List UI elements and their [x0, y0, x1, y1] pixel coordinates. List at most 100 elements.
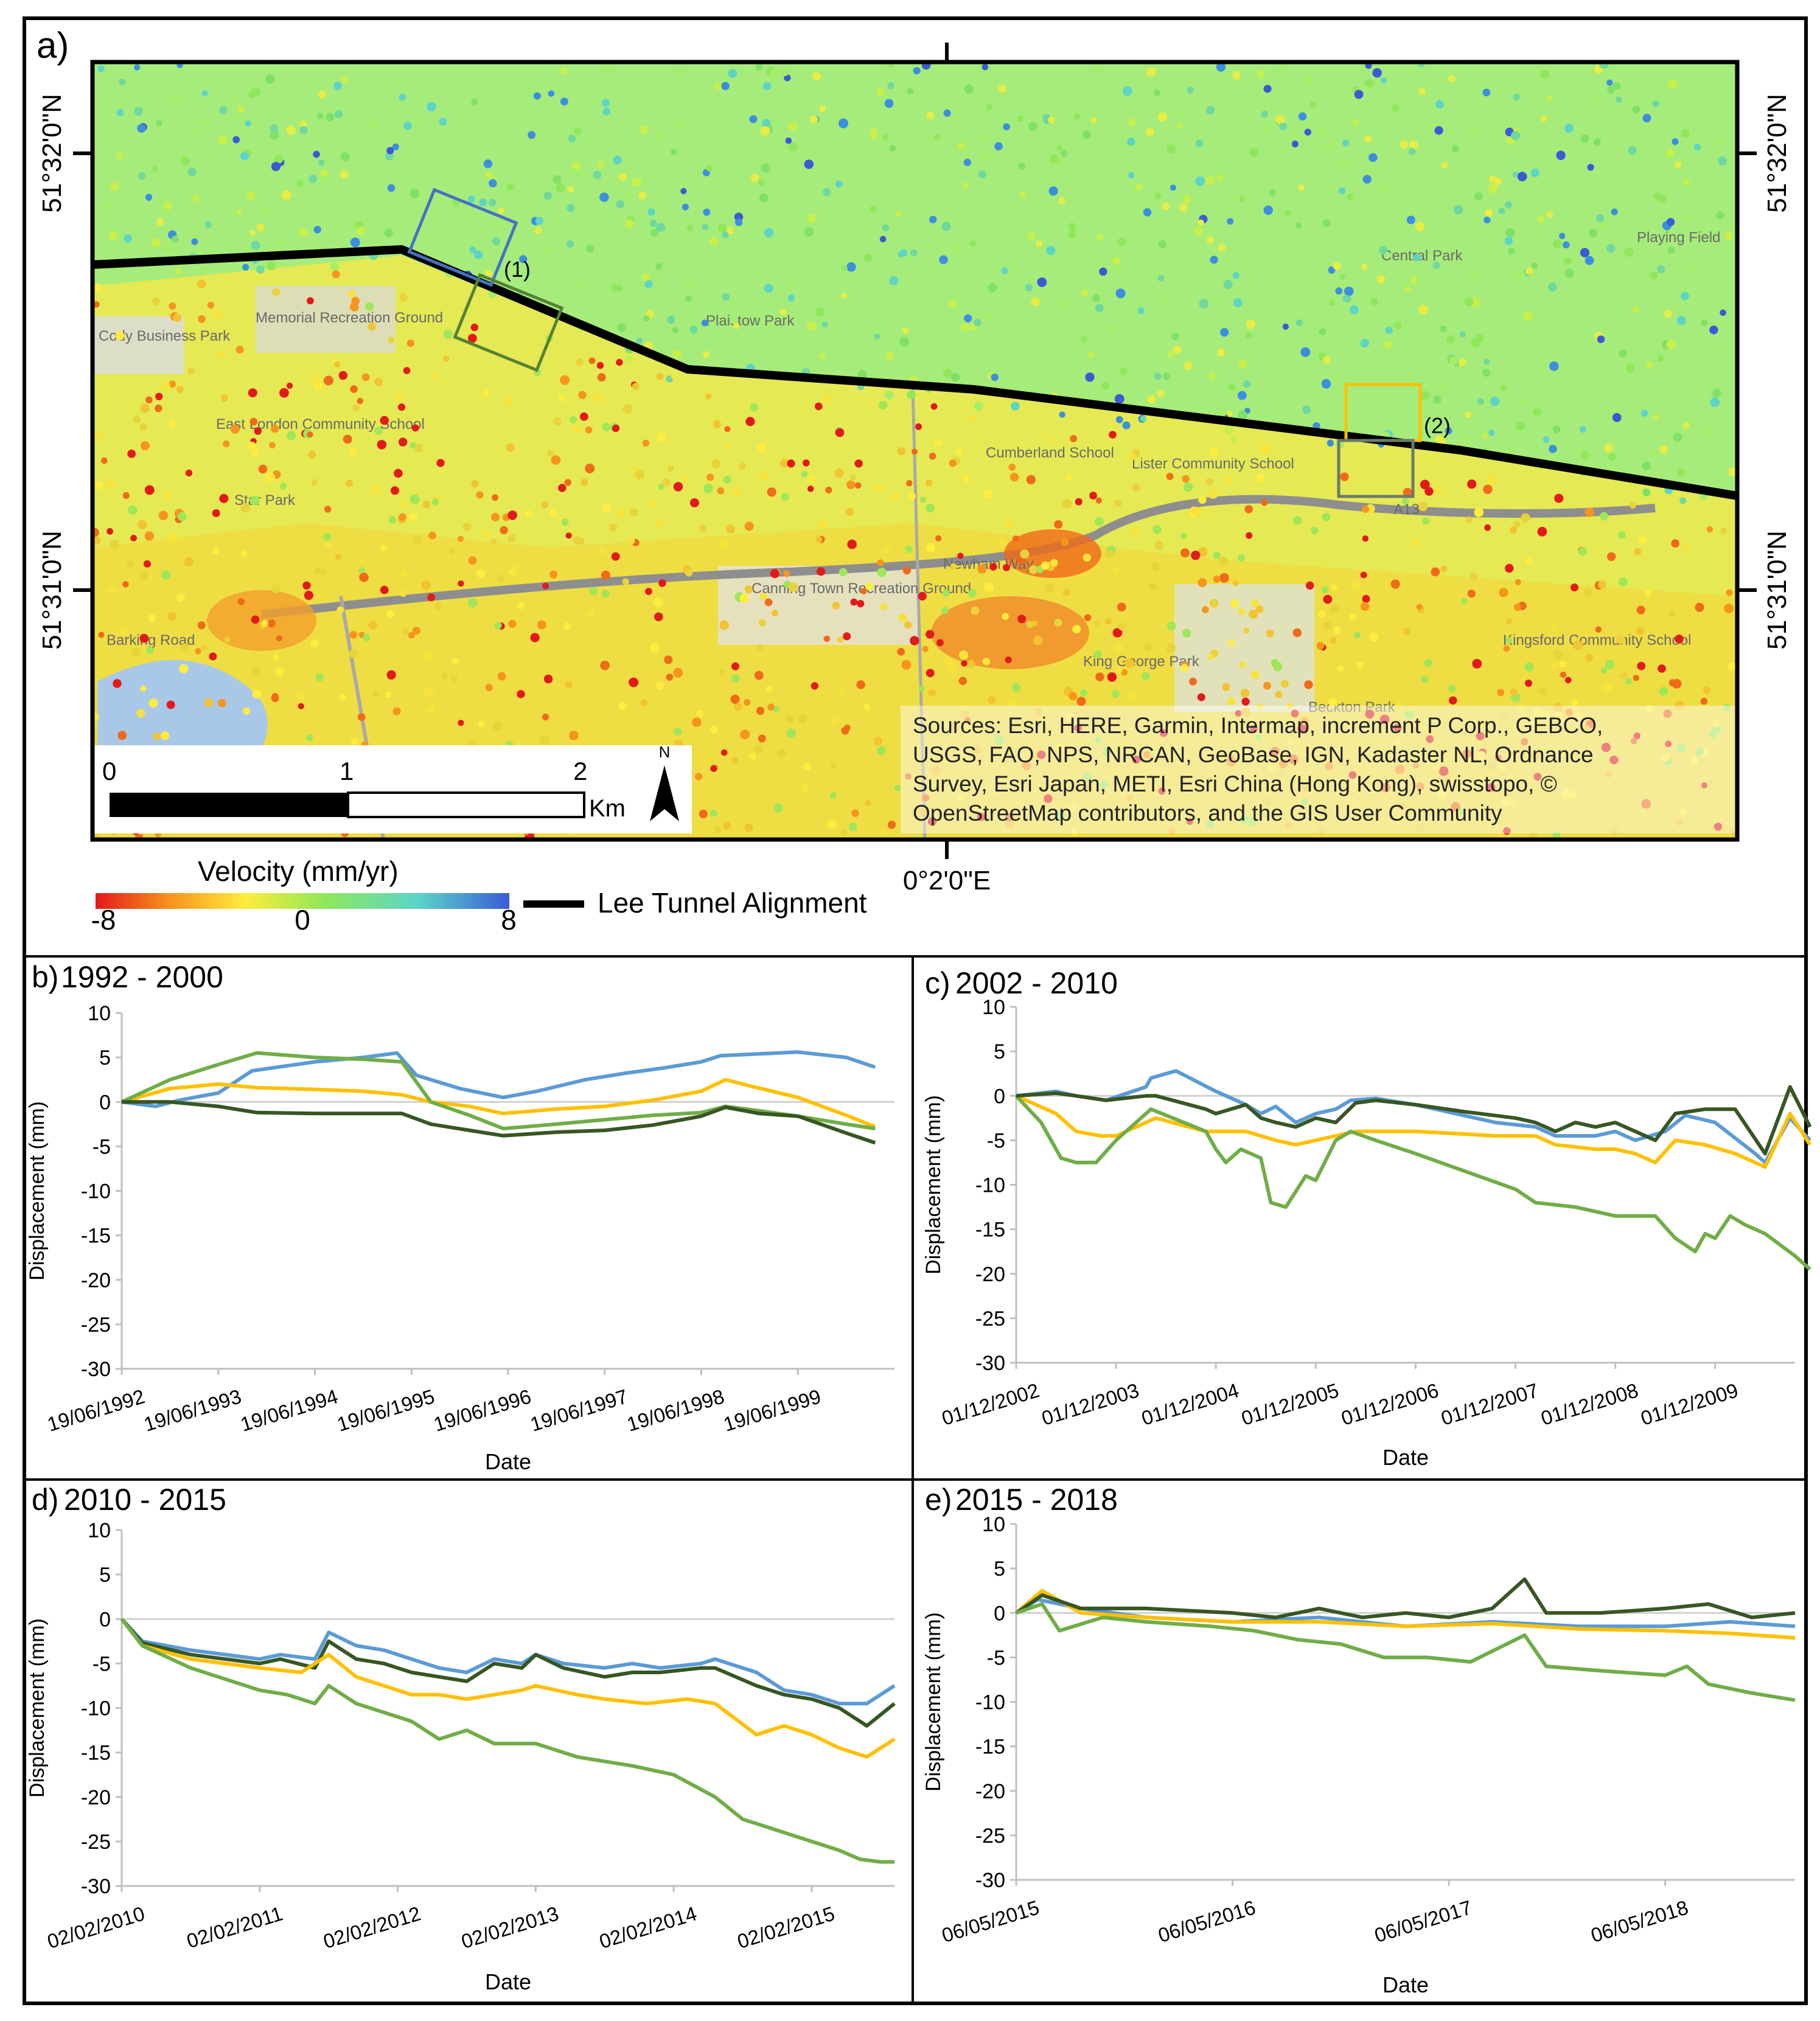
ps-point: [1487, 761, 1496, 770]
place-memorial-ground: Memorial Recreation Ground: [256, 310, 443, 326]
ps-point: [560, 68, 567, 75]
x-tick-label: 19/06/1992: [44, 1385, 147, 1436]
ps-point: [172, 235, 179, 243]
ps-point: [1700, 698, 1707, 705]
scale-bar-black: [110, 793, 348, 817]
ps-point: [624, 219, 634, 229]
ps-point: [1061, 538, 1069, 546]
panel-e: e) 2015 - 2018 1050-5-10-15-20-25-3006/0…: [912, 1478, 1807, 2005]
panel-e-label: e): [925, 1483, 952, 1517]
ps-point: [431, 498, 439, 506]
ps-point: [1354, 89, 1364, 99]
ps-point: [910, 249, 918, 257]
ps-point: [1157, 112, 1168, 122]
ps-point: [1723, 703, 1731, 711]
ps-point: [471, 98, 478, 105]
y-tick-label: -20: [975, 1263, 1005, 1286]
scale-bar-panel: [92, 745, 634, 833]
ps-point: [276, 635, 282, 642]
ps-point: [960, 710, 969, 718]
ps-point: [1606, 243, 1616, 253]
ps-point: [492, 237, 501, 246]
ps-point: [483, 530, 490, 538]
ps-point: [408, 512, 417, 521]
ps-point: [1183, 482, 1193, 492]
ps-point: [1005, 819, 1015, 829]
ps-point: [1322, 219, 1331, 227]
ps-point: [650, 643, 660, 653]
ps-point: [1515, 579, 1521, 585]
ps-point: [1219, 573, 1229, 583]
ps-point: [1470, 572, 1478, 581]
ps-point: [504, 397, 514, 406]
ps-point: [1321, 379, 1331, 389]
ps-point: [787, 459, 795, 468]
ps-point: [1134, 183, 1142, 190]
ps-point: [113, 679, 122, 688]
ps-point: [835, 428, 845, 437]
ps-point: [1434, 485, 1443, 493]
ps-point: [497, 574, 505, 582]
ps-point: [336, 606, 344, 614]
panel-d-label: d): [32, 1483, 58, 1517]
ps-point: [155, 392, 163, 400]
ps-point: [351, 737, 358, 745]
ps-point: [380, 544, 387, 551]
ps-point: [471, 480, 479, 488]
ps-point: [1263, 681, 1271, 690]
ps-point: [1147, 756, 1155, 764]
ps-point: [187, 167, 197, 176]
ps-point: [1322, 513, 1331, 521]
ps-point: [361, 373, 370, 381]
ps-point: [398, 437, 408, 447]
ps-point: [108, 231, 118, 240]
ps-point: [400, 570, 408, 577]
ps-point: [1182, 628, 1191, 638]
ps-point: [960, 323, 969, 332]
ps-point: [604, 63, 612, 71]
ps-point: [731, 757, 739, 764]
ps-point: [494, 622, 502, 630]
x-tick-label: 19/06/1997: [528, 1385, 630, 1436]
ps-point: [1512, 171, 1519, 178]
x-tick-label: 06/05/2017: [1372, 1896, 1474, 1947]
ps-point: [1634, 548, 1642, 555]
ps-point: [213, 310, 223, 319]
ps-point: [1269, 189, 1276, 197]
ps-point: [517, 602, 525, 610]
ps-point: [1302, 782, 1312, 793]
ps-point: [1668, 610, 1676, 617]
ps-point: [942, 590, 950, 597]
ps-point: [926, 503, 935, 513]
ps-point: [1563, 241, 1570, 249]
ps-point: [941, 221, 951, 231]
ps-point: [586, 245, 594, 253]
ps-point: [1367, 786, 1375, 794]
ps-point: [839, 118, 848, 128]
ps-point: [961, 660, 968, 667]
ps-point: [1510, 688, 1518, 697]
ps-point: [1540, 778, 1549, 787]
ps-point: [324, 506, 332, 513]
y-axis-title: Displacement (mm): [922, 1612, 945, 1792]
ps-point: [1076, 697, 1086, 706]
ps-point: [1128, 118, 1136, 127]
ps-point: [1325, 141, 1335, 151]
ps-point: [721, 231, 729, 239]
ps-point: [252, 689, 262, 698]
ps-point: [575, 167, 585, 178]
ps-point: [1118, 622, 1126, 631]
ps-point: [1629, 501, 1637, 509]
ps-point: [1460, 331, 1466, 338]
ps-point: [1154, 192, 1162, 200]
ps-point: [1709, 325, 1718, 335]
ps-point: [1008, 464, 1016, 471]
ps-point: [421, 580, 431, 591]
ps-point: [126, 560, 134, 568]
ps-point: [137, 123, 146, 133]
ps-point: [1672, 679, 1682, 689]
ps-point: [568, 134, 576, 142]
x-axis-title: Date: [485, 1449, 531, 1474]
ps-point: [974, 318, 981, 327]
ps-point: [1600, 221, 1608, 229]
